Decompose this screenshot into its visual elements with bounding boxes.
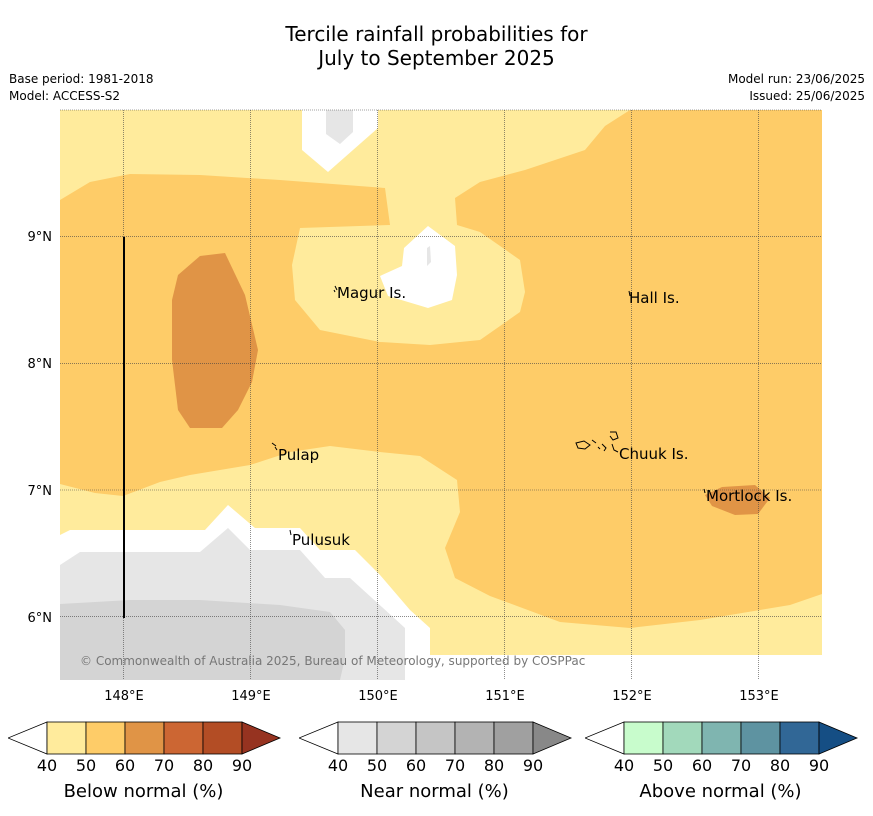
cb-below-tick: 40 [36,756,58,775]
colorbar-cell [376,721,417,755]
colorbar-cell [623,721,664,755]
lon-tick: 149°E [231,689,271,700]
island-chuuk-lagoon [575,431,619,453]
colorbar-cell [415,721,456,755]
cb-below-tick: 60 [114,756,136,775]
zone-near-50 [60,600,345,680]
colorbar-cell [454,721,495,755]
model-run: Model run: 23/06/2025 [727,72,865,86]
colorbar-over-arrow [532,721,573,755]
cb-above-tick: 60 [691,756,713,775]
title-line-2: July to September 2025 [318,46,555,70]
cb-near-tick: 40 [327,756,349,775]
colorbar-cell [662,721,703,755]
zone-near-north-inner [326,110,353,144]
colorbar-cell [124,721,165,755]
cb-below-tick: 70 [153,756,175,775]
lon-tick: 150°E [358,689,398,700]
colorbar-cell [779,721,820,755]
label-pulap: Pulap [278,446,319,464]
label-hall: Hall Is. [629,289,680,307]
title-line-1: Tercile rainfall probabilities for [285,22,588,46]
colorbar-above-label: Above normal (%) [639,781,802,802]
label-magur: Magur Is. [337,284,406,302]
lat-tick: 7°N [28,484,53,499]
colorbar-cell [163,721,204,755]
cb-above-tick: 50 [652,756,674,775]
colorbar-over-arrow [818,721,859,755]
cb-near-tick: 90 [522,756,544,775]
colorbar-cell [85,721,126,755]
cb-near-tick: 50 [366,756,388,775]
cb-below-tick: 80 [192,756,214,775]
colorbar-near-label: Near normal (%) [360,781,509,802]
zone-below-70-west [172,253,258,428]
cb-near-tick: 70 [444,756,466,775]
colorbar-under-arrow [8,721,48,755]
colorbar-above [585,721,859,755]
model-name: Model: ACCESS-S2 [9,89,121,103]
cb-above-tick: 80 [769,756,791,775]
label-mortlock: Mortlock Is. [706,487,792,505]
lat-tick: 6°N [28,611,53,626]
colorbar-below [8,721,282,755]
island-magur [333,285,338,293]
colorbar-near [299,721,573,755]
cb-below-tick: 90 [231,756,253,775]
island-markers [271,285,706,536]
island-pulusuk [289,529,292,536]
issued-date: Issued: 25/06/2025 [749,89,865,103]
colorbar-cell [701,721,742,755]
cb-above-tick: 90 [808,756,830,775]
lon-tick: 153°E [739,689,779,700]
island-pulap [271,442,278,451]
colorbar-cell [740,721,781,755]
zone-near-center-inner [427,246,431,266]
lon-tick: 152°E [612,689,652,700]
colorbar-over-arrow [241,721,282,755]
island-hall [628,290,631,297]
copyright: © Commonwealth of Australia 2025, Bureau… [80,654,585,668]
colorbar-cell [46,721,87,755]
meta-left: Base period: 1981-2018 Model: ACCESS-S2 [9,71,154,105]
colorbar-cell [337,721,378,755]
zone-neutral-center [380,226,457,308]
zone-below-70-mortlock [705,485,770,515]
cb-near-tick: 80 [483,756,505,775]
rainfall-map: Magur Is. Hall Is. Pulap Chuuk Is. Mortl… [28,109,822,700]
colorbar-under-arrow [299,721,339,755]
colorbar-cell [493,721,534,755]
lat-tick: 9°N [28,230,53,245]
lon-tick: 151°E [485,689,525,700]
chart-title: Tercile rainfall probabilities for July … [0,22,873,70]
label-pulusuk: Pulusuk [292,531,350,549]
colorbar-below-label: Below normal (%) [63,781,224,802]
lon-tick: 148°E [104,689,144,700]
island-mortlock [703,488,706,494]
cb-above-tick: 40 [613,756,635,775]
cb-above-tick: 70 [730,756,752,775]
base-period: Base period: 1981-2018 [9,72,154,86]
cb-near-tick: 60 [405,756,427,775]
cb-below-tick: 50 [75,756,97,775]
colorbar-under-arrow [585,721,625,755]
colorbar-cell [202,721,243,755]
meta-right: Model run: 23/06/2025 Issued: 25/06/2025 [728,71,865,105]
label-chuuk: Chuuk Is. [619,445,688,463]
lat-tick: 8°N [28,357,53,372]
